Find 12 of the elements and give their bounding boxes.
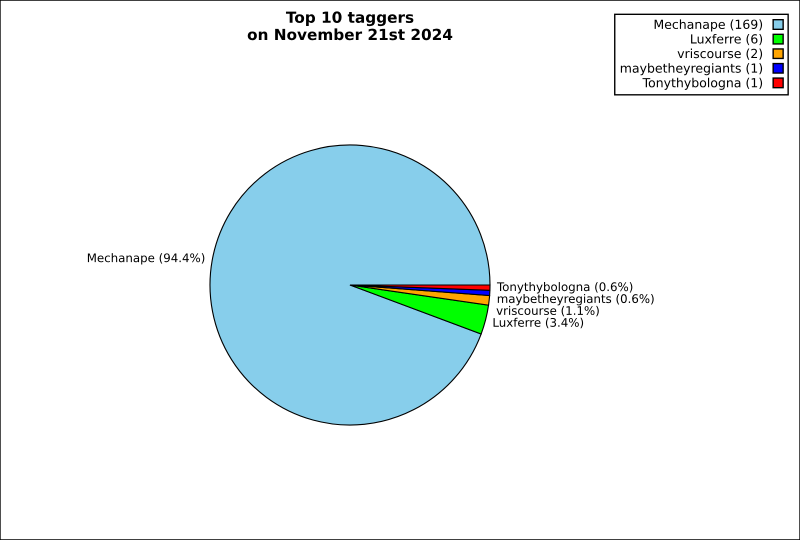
data-label: Tonythybologna (0.6%): [496, 282, 632, 294]
data-label: Luxferre (3.4%): [494, 318, 584, 328]
legend-label: vriscourse (2): [678, 48, 762, 60]
legend-label: Luxferre (6): [691, 34, 762, 46]
chart-title: Top 10 taggers on November 21st 2024: [248, 11, 452, 40]
pie-slice: [209, 144, 491, 426]
data-label: vriscourse (1.1%): [496, 306, 599, 316]
data-label: maybetheyregiants (0.6%): [498, 294, 654, 306]
legend-label: Tonythybologna (1): [642, 78, 762, 90]
data-label: Mechanape (94.4%): [88, 253, 204, 265]
legend-label: maybetheyregiants (1): [620, 63, 762, 76]
legend-label: Mechanape (169): [654, 19, 762, 32]
